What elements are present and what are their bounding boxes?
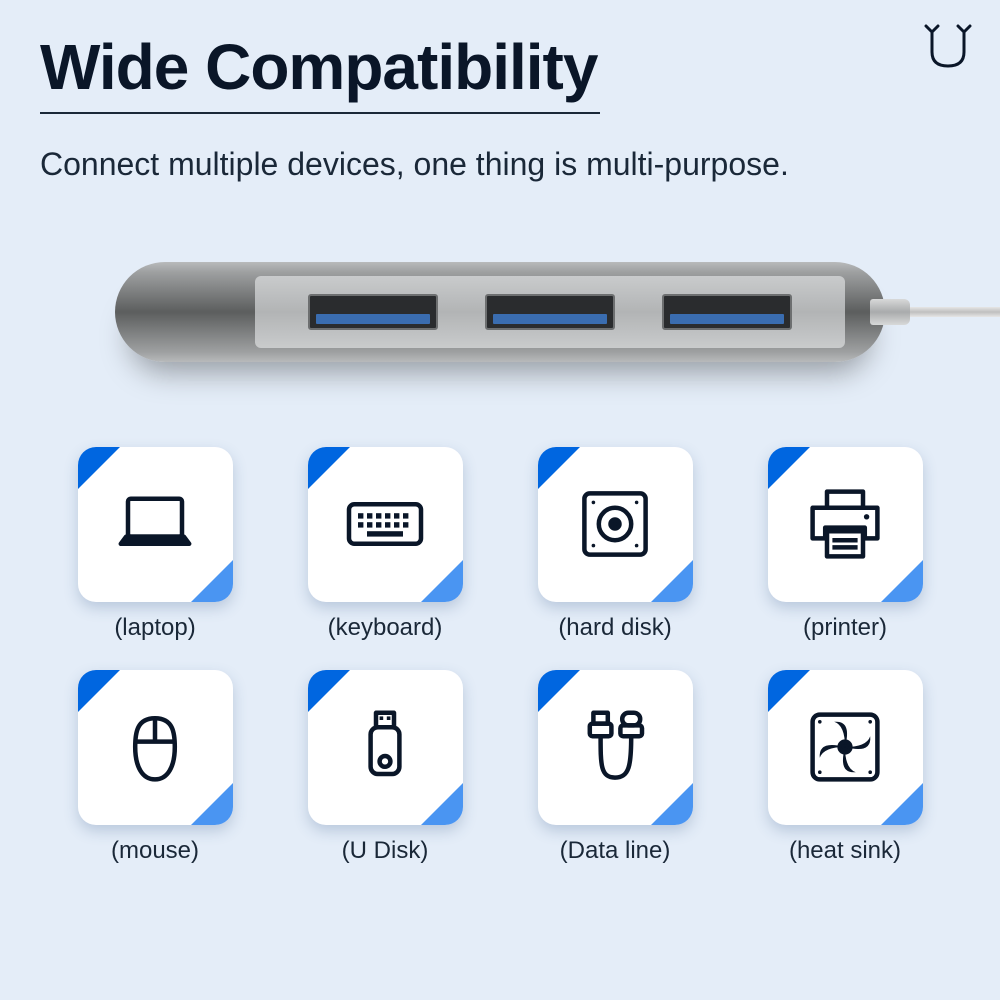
hard-disk-icon [570,479,660,569]
device-label: (U Disk) [300,837,470,865]
title-underline [40,112,600,114]
usb-port [662,294,792,330]
device-hard-disk: (hard disk) [530,447,700,642]
page-title: Wide Compatibility [40,30,960,104]
usb-port [485,294,615,330]
device-data-line: (Data line) [530,670,700,865]
device-heat-sink: (heat sink) [760,670,930,865]
device-label: (heat sink) [760,837,930,865]
device-label: (mouse) [70,837,240,865]
usb-hub-illustration [40,247,960,377]
device-label: (hard disk) [530,614,700,642]
device-keyboard: (keyboard) [300,447,470,642]
device-label: (keyboard) [300,614,470,642]
device-label: (laptop) [70,614,240,642]
device-u-disk: (U Disk) [300,670,470,865]
mouse-icon [110,702,200,792]
device-laptop: (laptop) [70,447,240,642]
heat-sink-icon [800,702,890,792]
device-printer: (printer) [760,447,930,642]
keyboard-icon [340,479,430,569]
brand-logo-icon [924,22,972,72]
device-label: (printer) [760,614,930,642]
device-label: (Data line) [530,837,700,865]
data-line-icon [570,702,660,792]
page-subtitle: Connect multiple devices, one thing is m… [40,142,940,187]
usb-port [308,294,438,330]
printer-icon [800,479,890,569]
u-disk-icon [340,702,430,792]
device-grid: (laptop) (keyboard) [40,447,960,865]
device-mouse: (mouse) [70,670,240,865]
laptop-icon [110,479,200,569]
